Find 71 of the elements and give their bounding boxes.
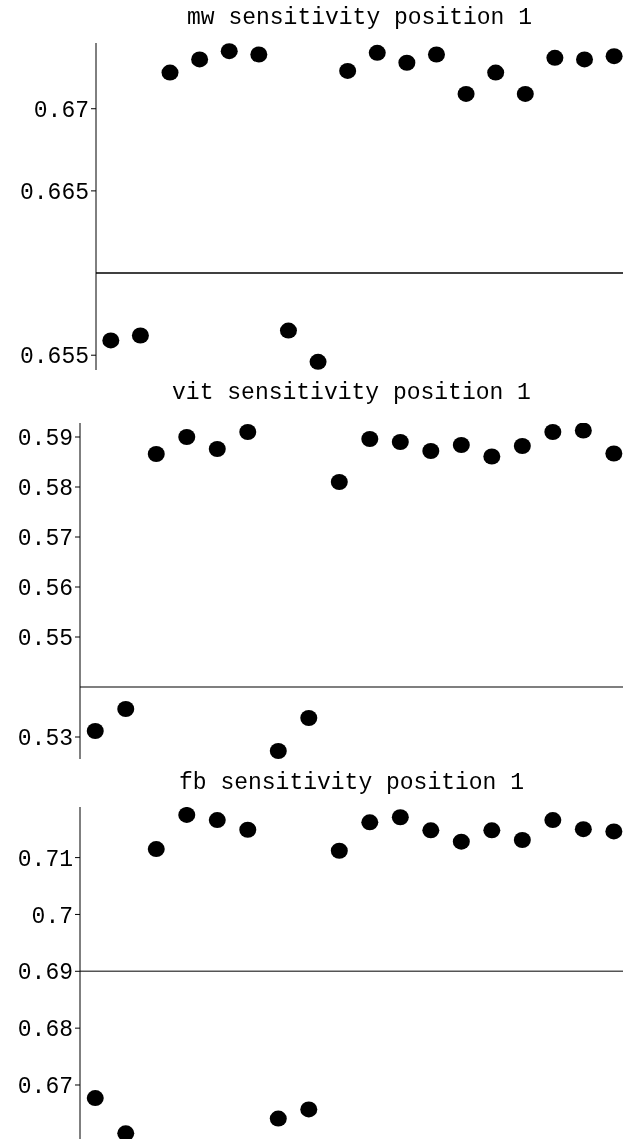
point [279, 322, 297, 339]
point [330, 842, 348, 859]
point [117, 701, 135, 717]
point [605, 48, 623, 65]
point [457, 85, 475, 102]
point [605, 445, 623, 462]
point [147, 446, 165, 462]
point [452, 833, 470, 850]
point [452, 437, 470, 453]
point [330, 474, 348, 490]
point [422, 443, 440, 459]
point [300, 1101, 318, 1118]
y-tick-label: 0.71 [17, 846, 73, 873]
point [391, 809, 409, 826]
point [574, 821, 592, 838]
point [86, 1090, 104, 1107]
point [427, 46, 445, 63]
point [398, 54, 416, 71]
y-tick-label: 0.7 [31, 903, 73, 930]
point [544, 424, 562, 440]
point [483, 822, 501, 839]
point [516, 85, 534, 102]
point [269, 1110, 287, 1127]
point [576, 51, 594, 68]
chart-title: vit sensitivity position 1 [171, 379, 532, 408]
y-tick-label: 0.56 [17, 576, 73, 603]
y-tick-label: 0.55 [17, 626, 73, 653]
point [605, 823, 623, 840]
y-tick-label: 0.57 [17, 526, 73, 553]
point [309, 353, 327, 370]
point [178, 429, 196, 445]
point [147, 841, 165, 858]
point [422, 822, 440, 839]
point [361, 814, 379, 831]
point [161, 64, 179, 81]
point [391, 434, 409, 450]
point [513, 438, 531, 454]
point [86, 723, 104, 739]
chart-title: fb sensitivity position 1 [177, 769, 526, 798]
point [483, 448, 501, 465]
point [220, 43, 238, 60]
y-tick-label: 0.67 [33, 97, 89, 124]
point [339, 62, 357, 79]
point [544, 812, 562, 829]
point [250, 46, 268, 63]
point [131, 327, 149, 344]
y-tick-label: 0.67 [17, 1074, 73, 1101]
y-tick-label: 0.59 [17, 426, 73, 453]
point [269, 743, 287, 759]
chart-title: mw sensitivity position 1 [185, 4, 534, 33]
point [208, 812, 226, 829]
y-tick-label: 0.53 [17, 726, 73, 753]
point [546, 49, 564, 66]
point [191, 51, 209, 68]
point [117, 1125, 135, 1139]
point [102, 332, 120, 349]
y-tick-label: 0.58 [17, 476, 73, 503]
y-tick-label: 0.665 [19, 180, 89, 207]
point [574, 423, 592, 439]
y-tick-label: 0.68 [17, 1017, 73, 1044]
point [361, 431, 379, 447]
y-tick-label: 0.69 [17, 960, 73, 987]
point [239, 424, 257, 440]
point [178, 807, 196, 823]
y-tick-label: 0.655 [19, 344, 89, 371]
point [513, 831, 531, 848]
point [300, 710, 318, 726]
point [239, 821, 257, 838]
point [368, 44, 386, 61]
point [487, 64, 505, 81]
point [208, 441, 226, 457]
